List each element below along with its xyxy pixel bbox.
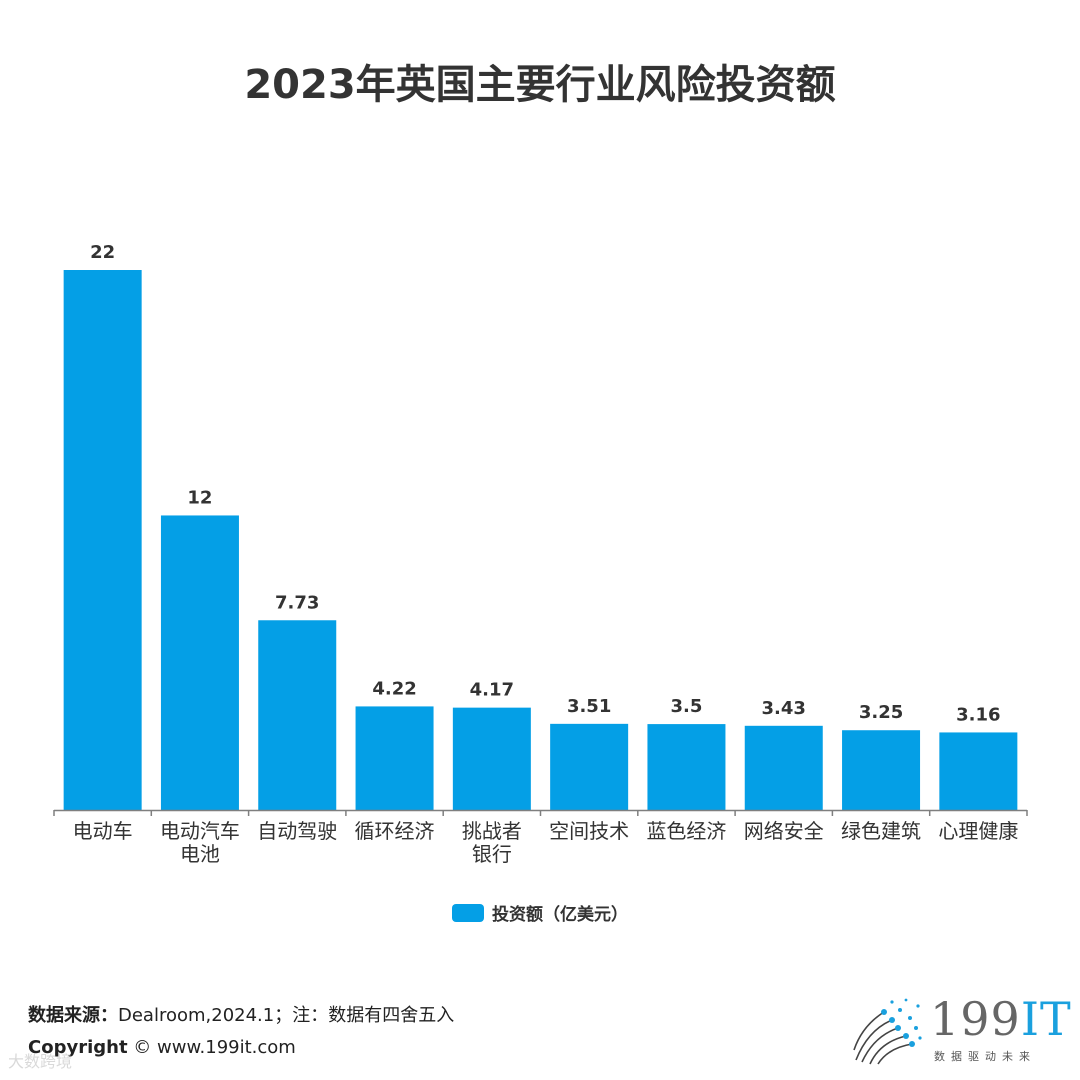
bar bbox=[258, 620, 337, 810]
category-tick-label: 绿色建筑 bbox=[841, 819, 921, 843]
legend-label: 投资额（亿美元） bbox=[492, 905, 628, 925]
bar bbox=[355, 706, 434, 810]
chart-title: 2023年英国主要行业风险投资额 bbox=[244, 62, 836, 108]
bar bbox=[647, 724, 726, 810]
legend: 投资额（亿美元） bbox=[0, 900, 1080, 925]
legend-swatch bbox=[452, 903, 484, 922]
data-label: 3.16 bbox=[956, 704, 1000, 725]
data-label: 3.43 bbox=[762, 698, 806, 719]
data-label: 4.17 bbox=[470, 680, 514, 701]
logo-wordmark: 199IT bbox=[930, 992, 1072, 1046]
copyright-note: Copyright © www.199it.com bbox=[28, 1037, 296, 1058]
data-source-note: 数据来源：Dealroom,2024.1；注：数据有四舍五入 bbox=[28, 1001, 454, 1027]
data-label: 3.5 bbox=[671, 696, 703, 717]
category-tick-label: 电池 bbox=[180, 842, 220, 866]
logo-tagline: 数据驱动未来 bbox=[934, 1050, 1036, 1063]
copyright-text: © www.199it.com bbox=[133, 1037, 296, 1058]
data-label: 4.22 bbox=[372, 678, 416, 699]
category-tick-label: 挑战者 bbox=[462, 819, 522, 843]
bar bbox=[160, 515, 239, 810]
category-tick-label: 循环经济 bbox=[355, 819, 435, 843]
data-label: 12 bbox=[187, 487, 212, 508]
category-tick-label: 空间技术 bbox=[549, 819, 629, 843]
bar bbox=[842, 730, 921, 810]
category-tick-label: 蓝色经济 bbox=[646, 819, 726, 843]
data-label: 7.73 bbox=[275, 592, 319, 613]
bar bbox=[744, 725, 823, 810]
data-label: 3.25 bbox=[859, 702, 903, 723]
category-tick-label: 自动驾驶 bbox=[257, 819, 337, 843]
category-tick-label: 心理健康 bbox=[938, 819, 1018, 843]
category-tick-label: 电动汽车 bbox=[160, 819, 240, 843]
bar bbox=[550, 723, 629, 810]
bar bbox=[63, 270, 142, 810]
data-label: 3.51 bbox=[567, 696, 611, 717]
source-text: Dealroom,2024.1；注：数据有四舍五入 bbox=[118, 1005, 455, 1026]
category-tick-label: 银行 bbox=[472, 842, 512, 866]
copyright-label: Copyright bbox=[28, 1037, 128, 1058]
category-tick-label: 网络安全 bbox=[744, 819, 824, 843]
category-tick-label: 电动车 bbox=[73, 819, 133, 843]
logo-mark-icon bbox=[853, 998, 922, 1065]
data-label: 22 bbox=[90, 242, 115, 263]
watermark-text: 大数跨境 bbox=[8, 1052, 73, 1071]
bar bbox=[939, 732, 1018, 810]
source-label: 数据来源： bbox=[28, 1005, 118, 1026]
bar bbox=[452, 707, 531, 810]
brand-logo: 199IT 数据驱动未来 bbox=[848, 990, 1071, 1070]
